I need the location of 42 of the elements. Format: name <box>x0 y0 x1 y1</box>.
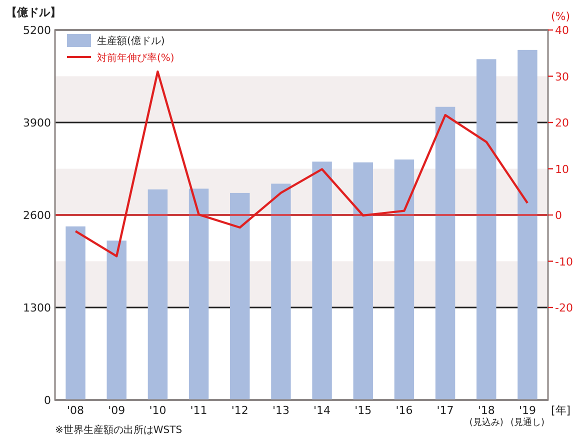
x-tick-label: '11 <box>190 404 208 417</box>
bar <box>188 188 209 400</box>
y2-tick-label: -20 <box>555 302 573 314</box>
y2-tick-label: -10 <box>555 255 573 268</box>
text: ※世界生産額の出所はWSTS <box>55 424 182 436</box>
y2-tick-label: 30 <box>555 70 569 84</box>
x-tick-label: '16 <box>396 404 413 417</box>
bar <box>353 162 373 400</box>
x-tick-label: '18 (見込み) <box>469 404 504 428</box>
x-tick-label: '15 <box>354 404 372 417</box>
y-tick-label: 0 <box>44 394 51 407</box>
x-axis-title: [年] <box>551 404 571 417</box>
y2-axis-title: (%) <box>551 10 570 23</box>
legend-label: 対前年伸び率(%) <box>97 52 174 64</box>
bar <box>66 226 86 400</box>
x-tick-label: '09 <box>108 404 126 417</box>
y2-tick-label: 10 <box>555 162 569 176</box>
x-tick-label: '14 <box>314 404 331 417</box>
y-tick-label: 5200 <box>23 24 51 37</box>
x-tick-label: '12 <box>231 404 248 417</box>
bar <box>312 162 332 400</box>
y-axis-title: 【億ドル】 <box>6 6 61 19</box>
bar <box>476 59 496 400</box>
x-tick-label: '17 <box>436 404 454 417</box>
y-tick-label: 1300 <box>23 302 51 314</box>
x-tick-label: '10 <box>149 404 166 417</box>
bar <box>435 106 456 400</box>
y-tick-label: 2600 <box>23 209 51 222</box>
x-tick-label: '19 (見通し) <box>510 404 544 428</box>
legend-label: 生産額(億ドル) <box>97 35 165 47</box>
x-tick-label: '08 <box>67 404 84 417</box>
bar <box>394 160 414 400</box>
bar <box>230 192 250 400</box>
y2-tick-label: 40 <box>555 24 569 37</box>
bar <box>518 50 538 400</box>
bar <box>148 189 168 400</box>
x-tick-label: '13 <box>272 404 290 417</box>
bar <box>271 184 291 400</box>
bar <box>106 240 126 400</box>
y2-tick-label: 20 <box>555 116 569 130</box>
y2-tick-label: 0 <box>555 209 562 222</box>
y-tick-label: 3900 <box>23 116 51 130</box>
